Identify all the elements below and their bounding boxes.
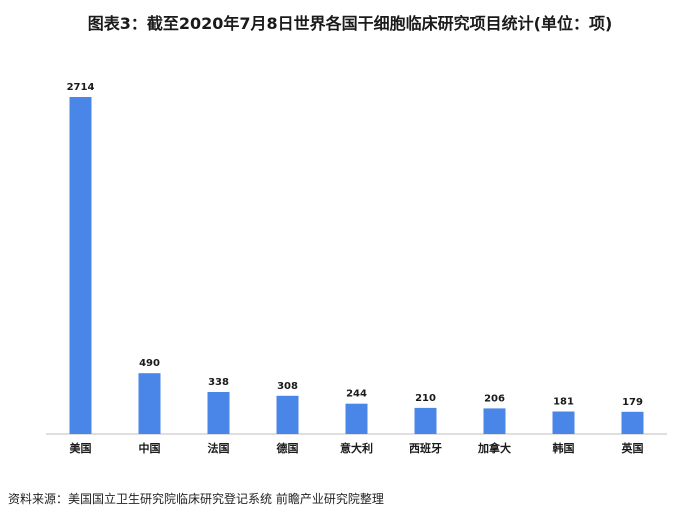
bars-group bbox=[69, 97, 644, 434]
category-label-3: 德国 bbox=[276, 441, 299, 455]
category-label-1: 中国 bbox=[139, 441, 161, 455]
category-label-8: 英国 bbox=[621, 441, 644, 455]
bar-4 bbox=[345, 403, 368, 434]
data-label-2: 338 bbox=[208, 377, 229, 388]
bar-6 bbox=[483, 408, 506, 434]
data-label-0: 2714 bbox=[67, 82, 95, 93]
data-label-8: 179 bbox=[622, 397, 643, 408]
source-note: 资料来源：美国国立卫生研究院临床研究登记系统 前瞻产业研究院整理 bbox=[8, 492, 384, 506]
category-label-2: 法国 bbox=[208, 441, 230, 455]
category-label-7: 韩国 bbox=[553, 441, 575, 455]
bar-8 bbox=[621, 411, 644, 434]
category-label-6: 加拿大 bbox=[477, 441, 511, 455]
data-label-4: 244 bbox=[346, 389, 367, 400]
data-label-5: 210 bbox=[415, 393, 436, 404]
data-labels-group: 2714 490 338 308 244 210 206 181 179 bbox=[67, 82, 643, 408]
data-label-6: 206 bbox=[484, 393, 505, 404]
data-label-1: 490 bbox=[139, 358, 160, 369]
data-label-3: 308 bbox=[277, 381, 298, 392]
data-label-7: 181 bbox=[553, 397, 574, 408]
chart-title: 图表3：截至2020年7月8日世界各国干细胞临床研究项目统计(单位：项) bbox=[87, 14, 613, 33]
category-label-5: 西班牙 bbox=[409, 441, 442, 455]
bar-chart: 2714 490 338 308 244 210 206 181 179 美国 中国 法国 德国 意大利… bbox=[46, 82, 667, 455]
bar-1 bbox=[138, 373, 161, 434]
bar-5 bbox=[414, 407, 437, 434]
category-label-0: 美国 bbox=[70, 441, 92, 455]
bar-2 bbox=[207, 392, 230, 434]
bar-7 bbox=[552, 411, 575, 434]
bar-3 bbox=[276, 395, 299, 434]
bar-0 bbox=[69, 97, 92, 434]
category-labels-group: 美国 中国 法国 德国 意大利 西班牙 加拿大 韩国 英国 bbox=[70, 441, 644, 455]
category-label-4: 意大利 bbox=[340, 441, 373, 455]
